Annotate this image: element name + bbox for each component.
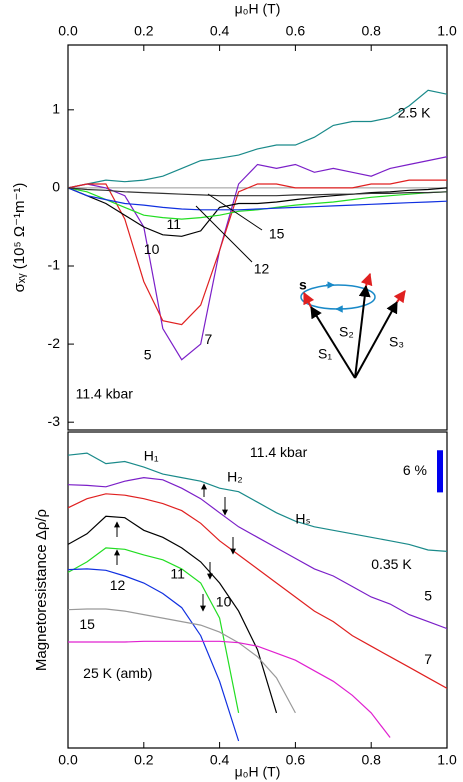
x-tick-label: 1.0 [437,752,457,768]
plot-frame [67,431,448,749]
series-label: 7 [424,651,432,667]
data-line [68,640,391,738]
data-line [68,608,296,714]
x-axis-label: μ₀H (T) [235,1,281,17]
spin-arrow [360,272,373,287]
x-tick-label: 0.8 [361,23,381,39]
series-label: 10 [216,593,232,609]
y-tick-label: -3 [48,413,61,429]
y-tick-label: -2 [48,335,61,351]
y-axis-label: Magnetoresistance Δρ/ρ [33,509,50,671]
x-tick-label: 0.6 [286,752,306,768]
field-arrows [114,483,236,612]
x-tick-label: 0.8 [361,752,381,768]
x-axis-label: μ₀H (T) [235,764,281,780]
series-label: 25 K (amb) [83,665,152,681]
vector [354,284,371,379]
inset-label: S₃ [389,334,404,350]
data-line [68,187,447,197]
series-label: 11 [170,565,185,581]
data-line [68,89,447,189]
data-line [68,476,447,630]
x-tick-label: 0.2 [134,752,154,768]
data-line [68,547,240,714]
data-line [68,568,240,742]
series-label: 10 [144,241,160,257]
spin-arrow [303,291,315,308]
vector [354,300,398,379]
series-label: 12 [254,261,270,277]
series-label: 5 [424,588,432,604]
series-label: 15 [79,616,95,632]
leader-line [207,193,263,231]
scale-bar-label: 6 % [403,462,427,478]
panel: 0.0 0.2 0.4 0.6 0.8 1.0 μ₀H (T) Magnetoresistan… [33,431,457,780]
y-tick-label: -1 [48,257,61,273]
x-tick-label: 0.2 [134,23,154,39]
y-axis-label: σₓᵧ (10⁵ Ω⁻¹m⁻¹) [11,183,28,293]
data-line [68,187,447,237]
vector [310,305,356,379]
inset-label: S₂ [339,324,354,340]
x-tick-label: 0.0 [58,23,78,39]
x-tick-label: 0.4 [210,752,230,768]
x-tick-label: 1.0 [437,23,457,39]
data-line [68,187,447,220]
data-line [68,515,278,714]
x-tick-label: 0.6 [286,23,306,39]
series-label: 0.35 K [371,556,412,572]
scale-bar [437,450,443,493]
series-label: 11 [167,216,182,232]
data-line [68,156,447,361]
annotation: 11.4 kbar [76,386,134,402]
series-label: 15 [269,225,285,241]
inset-label: S₁ [318,346,332,362]
annotation: H₁ [144,447,159,463]
inset-diagram: s S₁ S₂ S₃ [299,272,406,379]
plot-frame [67,44,448,431]
annotation: H₂ [227,468,243,484]
data-line [68,452,447,552]
y-tick-label: 0 [52,179,60,195]
series-label: 2.5 K [398,104,431,120]
inset-label: s [299,277,307,293]
series-label: 12 [110,577,126,593]
series-label: 5 [144,347,152,363]
annotation: Hₛ [295,510,310,526]
spin-arrow [393,290,406,304]
series-group [68,89,447,361]
data-line [68,179,447,326]
y-tick-label: 1 [52,101,60,117]
data-line [68,493,447,689]
x-tick-label: 0.4 [210,23,230,39]
data-line [68,187,447,211]
leader-line [195,205,253,263]
series-group [68,452,447,742]
x-tick-label: 0.0 [58,752,78,768]
series-label: 7 [204,331,212,347]
annotation: 11.4 kbar [250,444,308,460]
